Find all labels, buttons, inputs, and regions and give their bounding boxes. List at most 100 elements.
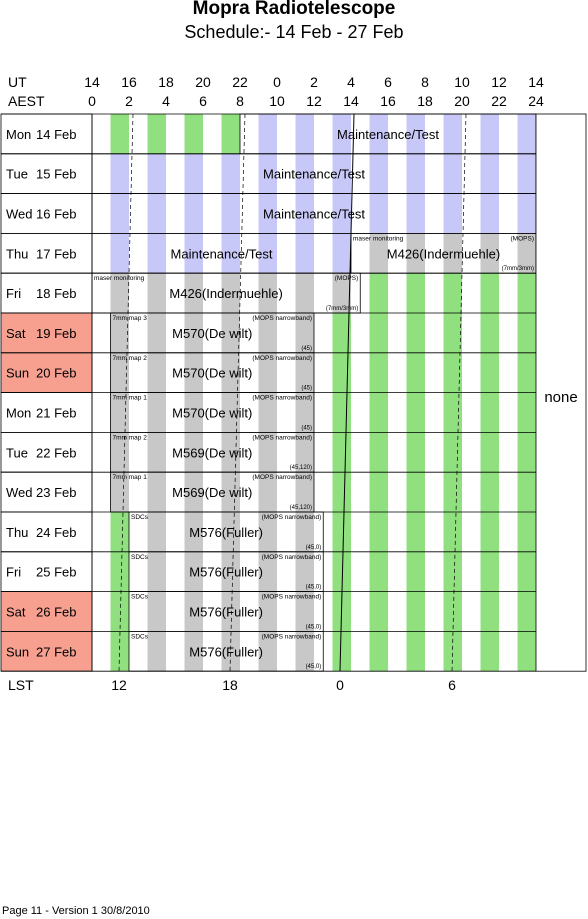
day-name: Mon xyxy=(6,406,31,421)
day-date: 14 Feb xyxy=(36,127,76,142)
lst-line xyxy=(229,113,246,672)
block-tag: 7mm map 2 xyxy=(113,434,148,441)
block-stripe xyxy=(517,153,536,194)
stripe xyxy=(184,114,203,154)
aest-tick: 0 xyxy=(88,93,96,109)
day-name: Fri xyxy=(6,565,21,580)
block-stripe xyxy=(184,551,203,592)
block-label: M576(Fuller) xyxy=(189,644,263,659)
block-stripe xyxy=(369,193,388,234)
stripe xyxy=(332,472,351,512)
block-stripe xyxy=(184,233,203,274)
stripe xyxy=(443,472,462,512)
block-stripe xyxy=(147,512,166,552)
block-stripe xyxy=(258,313,277,353)
block-stripe xyxy=(258,392,277,433)
ut-tick: 14 xyxy=(84,74,100,90)
block-stripe xyxy=(110,432,129,473)
block-stripe xyxy=(184,472,203,512)
stripe xyxy=(480,472,499,512)
day-name: Tue xyxy=(6,445,28,460)
day-date: 15 Feb xyxy=(36,167,76,182)
stripe xyxy=(406,273,425,313)
stripe xyxy=(332,352,351,393)
block-stripe xyxy=(110,193,129,234)
stripe xyxy=(443,591,462,632)
block-label: M569(De wilt) xyxy=(172,485,252,500)
block-stripe xyxy=(369,153,388,194)
stripe xyxy=(480,512,499,552)
stripe xyxy=(110,551,129,592)
right-panel xyxy=(535,113,587,672)
block-stripe xyxy=(443,114,462,154)
block-label: Maintenance/Test xyxy=(337,127,439,142)
block-stripe xyxy=(147,472,166,512)
block-band: (45,120) xyxy=(290,465,312,471)
block-stripe xyxy=(443,193,462,234)
block-mode: (MOPS narrowband) xyxy=(252,355,312,362)
day-name: Thu xyxy=(6,246,28,261)
block-label: Maintenance/Test xyxy=(263,167,365,182)
block-mode: (MOPS narrowband) xyxy=(252,474,312,481)
stripe xyxy=(517,392,536,433)
stripe xyxy=(480,273,499,313)
lst-line xyxy=(451,113,467,672)
block-label: M570(De wilt) xyxy=(172,366,252,381)
block-stripe xyxy=(221,631,240,672)
block-band: (45) xyxy=(301,425,312,431)
block-stripe xyxy=(295,233,314,274)
block-label: M426(Indermuehle) xyxy=(169,286,282,301)
ut-tick: 10 xyxy=(454,74,470,90)
ut-tick: 20 xyxy=(195,74,211,90)
block-label: M576(Fuller) xyxy=(189,565,263,580)
ut-tick: 22 xyxy=(232,74,248,90)
ut-tick: 8 xyxy=(421,74,429,90)
block-stripe xyxy=(221,432,240,473)
block-label: Maintenance/Test xyxy=(171,246,273,261)
block-stripe xyxy=(184,273,203,313)
block-stripe xyxy=(517,114,536,154)
stripe xyxy=(517,472,536,512)
block-stripe xyxy=(295,114,314,154)
aest-tick: 12 xyxy=(306,93,322,109)
block-stripe xyxy=(221,233,240,274)
block-stripe xyxy=(406,153,425,194)
ut-label: UT xyxy=(8,74,27,90)
block-stripe xyxy=(184,313,203,353)
day-name: Sat xyxy=(6,605,26,620)
block-stripe xyxy=(147,193,166,234)
block-label: M576(Fuller) xyxy=(189,605,263,620)
stripe xyxy=(406,432,425,473)
block-label: M569(De wilt) xyxy=(172,445,252,460)
aest-tick: 18 xyxy=(417,93,433,109)
block-stripe xyxy=(443,233,462,274)
block-stripe xyxy=(406,193,425,234)
stripe xyxy=(332,432,351,473)
block-stripe xyxy=(332,114,351,154)
stripe xyxy=(443,631,462,672)
day-date: 24 Feb xyxy=(36,525,76,540)
right-panel-label: none xyxy=(544,389,577,406)
stripe xyxy=(480,631,499,672)
block-stripe xyxy=(147,273,166,313)
block-stripe xyxy=(258,512,277,552)
stripe xyxy=(332,551,351,592)
day-name: Wed xyxy=(6,207,33,222)
day-name: Sat xyxy=(6,326,26,341)
lst-tick: 18 xyxy=(222,677,238,693)
page-subtitle: Schedule:- 14 Feb - 27 Feb xyxy=(184,22,404,42)
block-stripe xyxy=(295,512,314,552)
block-bg xyxy=(110,313,314,353)
page-footer: Page 11 - Version 1 30/8/2010 xyxy=(2,905,150,917)
day-name: Sun xyxy=(6,366,29,381)
aest-label: AEST xyxy=(8,93,45,109)
stripe xyxy=(517,352,536,393)
day-date: 22 Feb xyxy=(36,445,76,460)
stripe xyxy=(369,551,388,592)
block-stripe xyxy=(110,352,129,393)
stripe xyxy=(406,591,425,632)
stripe xyxy=(369,631,388,672)
aest-tick: 10 xyxy=(269,93,285,109)
day-name: Wed xyxy=(6,485,33,500)
